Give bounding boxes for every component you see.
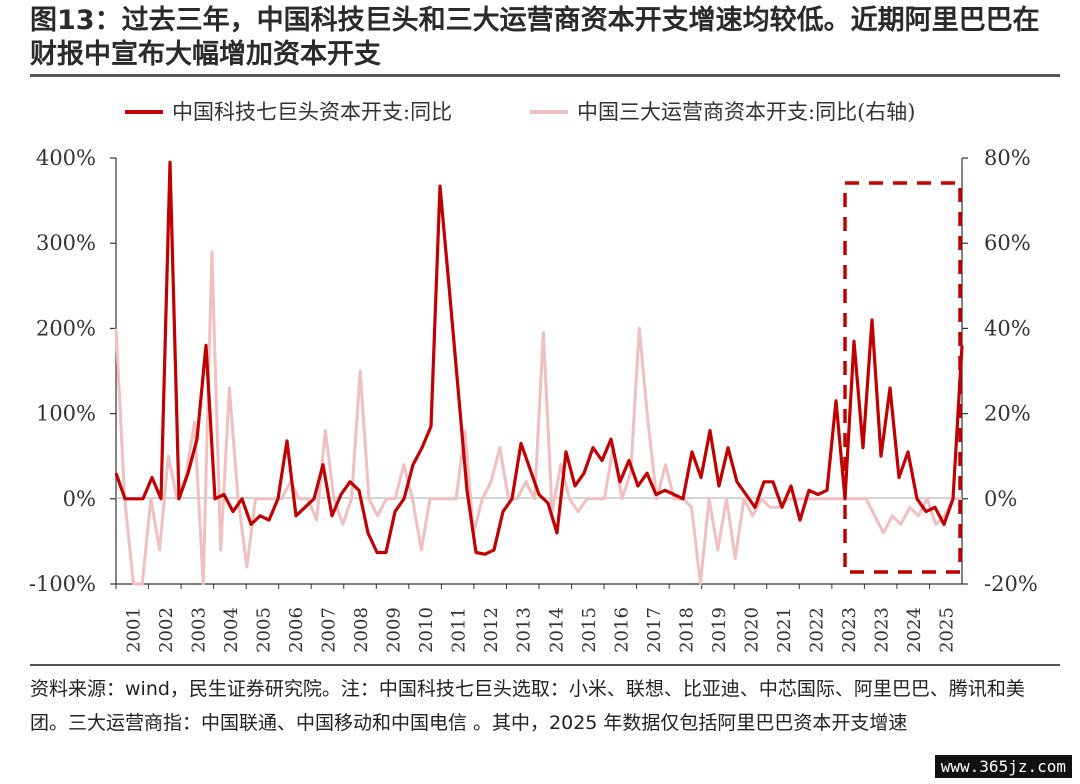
x-tick-label: 2023 (839, 607, 860, 653)
left-tick-label: 400% (36, 146, 96, 170)
figure-title: 图13：过去三年，中国科技巨头和三大运营商资本开支增速均较低。近期阿里巴巴在财报… (30, 5, 1040, 70)
series-layer (114, 160, 964, 586)
left-tick-label: 0% (63, 487, 96, 511)
series-line-tech-giants (114, 160, 964, 556)
right-tick-label: 40% (984, 316, 1031, 340)
x-tick-label: 2003 (188, 607, 209, 653)
title-divider (30, 74, 1060, 77)
x-tick-label: 2002 (156, 607, 177, 653)
left-tick-label: -100% (29, 572, 96, 596)
right-tick-label: 60% (984, 231, 1031, 255)
left-tick-label: 300% (36, 231, 96, 255)
left-axis: 400% 300% 200% 100% 0% -100% (29, 146, 117, 596)
legend-label-series2: 中国三大运营商资本开支:同比(右轴) (577, 100, 915, 124)
line-chart: 中国科技七巨头资本开支:同比 中国三大运营商资本开支:同比(右轴) 400% 30… (29, 100, 1038, 653)
footer-divider (30, 664, 1060, 666)
legend-label-series1: 中国科技七巨头资本开支:同比 (172, 100, 452, 124)
x-tick-label: 2020 (742, 607, 763, 653)
x-axis: 2001 2002 2003 2004 2005 2006 2007 2008 2009 2010… (115, 583, 962, 653)
x-tick-label: 2005 (253, 607, 274, 653)
x-tick-label: 2012 (481, 607, 502, 653)
x-tick-label: 2016 (611, 607, 632, 653)
x-tick-label: 2004 (221, 607, 242, 653)
x-tick-label: 2023 (872, 607, 893, 653)
source-note: 资料来源：wind，民生证券研究院。注：中国科技七巨头选取：小米、联想、比亚迪、… (30, 678, 1025, 734)
x-tick-label: 2015 (579, 607, 600, 653)
x-tick-label: 2019 (709, 607, 730, 653)
legend: 中国科技七巨头资本开支:同比 中国三大运营商资本开支:同比(右轴) (125, 100, 915, 124)
x-tick-label: 2018 (676, 607, 697, 653)
x-tick-label: 2010 (416, 607, 437, 653)
x-tick-label: 2008 (351, 607, 372, 653)
right-tick-label: 20% (984, 402, 1031, 426)
x-tick-label: 2013 (514, 607, 535, 653)
right-tick-label: 80% (984, 146, 1031, 170)
x-tick-label: 2007 (319, 607, 340, 653)
x-tick-label: 2014 (546, 607, 567, 653)
x-tick-label: 2011 (449, 607, 470, 653)
left-tick-label: 200% (36, 316, 96, 340)
right-axis: 80% 60% 40% 20% 0% -20% (961, 146, 1038, 596)
right-tick-label: -20% (984, 572, 1038, 596)
x-tick-label: 2024 (904, 607, 925, 653)
x-tick-label: 2022 (807, 607, 828, 653)
x-tick-label: 2025 (937, 607, 958, 653)
x-tick-label: 2017 (644, 607, 665, 653)
watermark: www.365jz.com (934, 755, 1072, 778)
x-tick-label: 2006 (286, 607, 307, 653)
highlight-box (843, 181, 962, 574)
left-tick-label: 100% (36, 402, 96, 426)
x-tick-label: 2021 (774, 607, 795, 653)
right-tick-label: 0% (984, 487, 1017, 511)
series-line-operators (114, 250, 962, 586)
x-tick-label: 2009 (384, 607, 405, 653)
x-tick-label: 2001 (123, 607, 144, 653)
